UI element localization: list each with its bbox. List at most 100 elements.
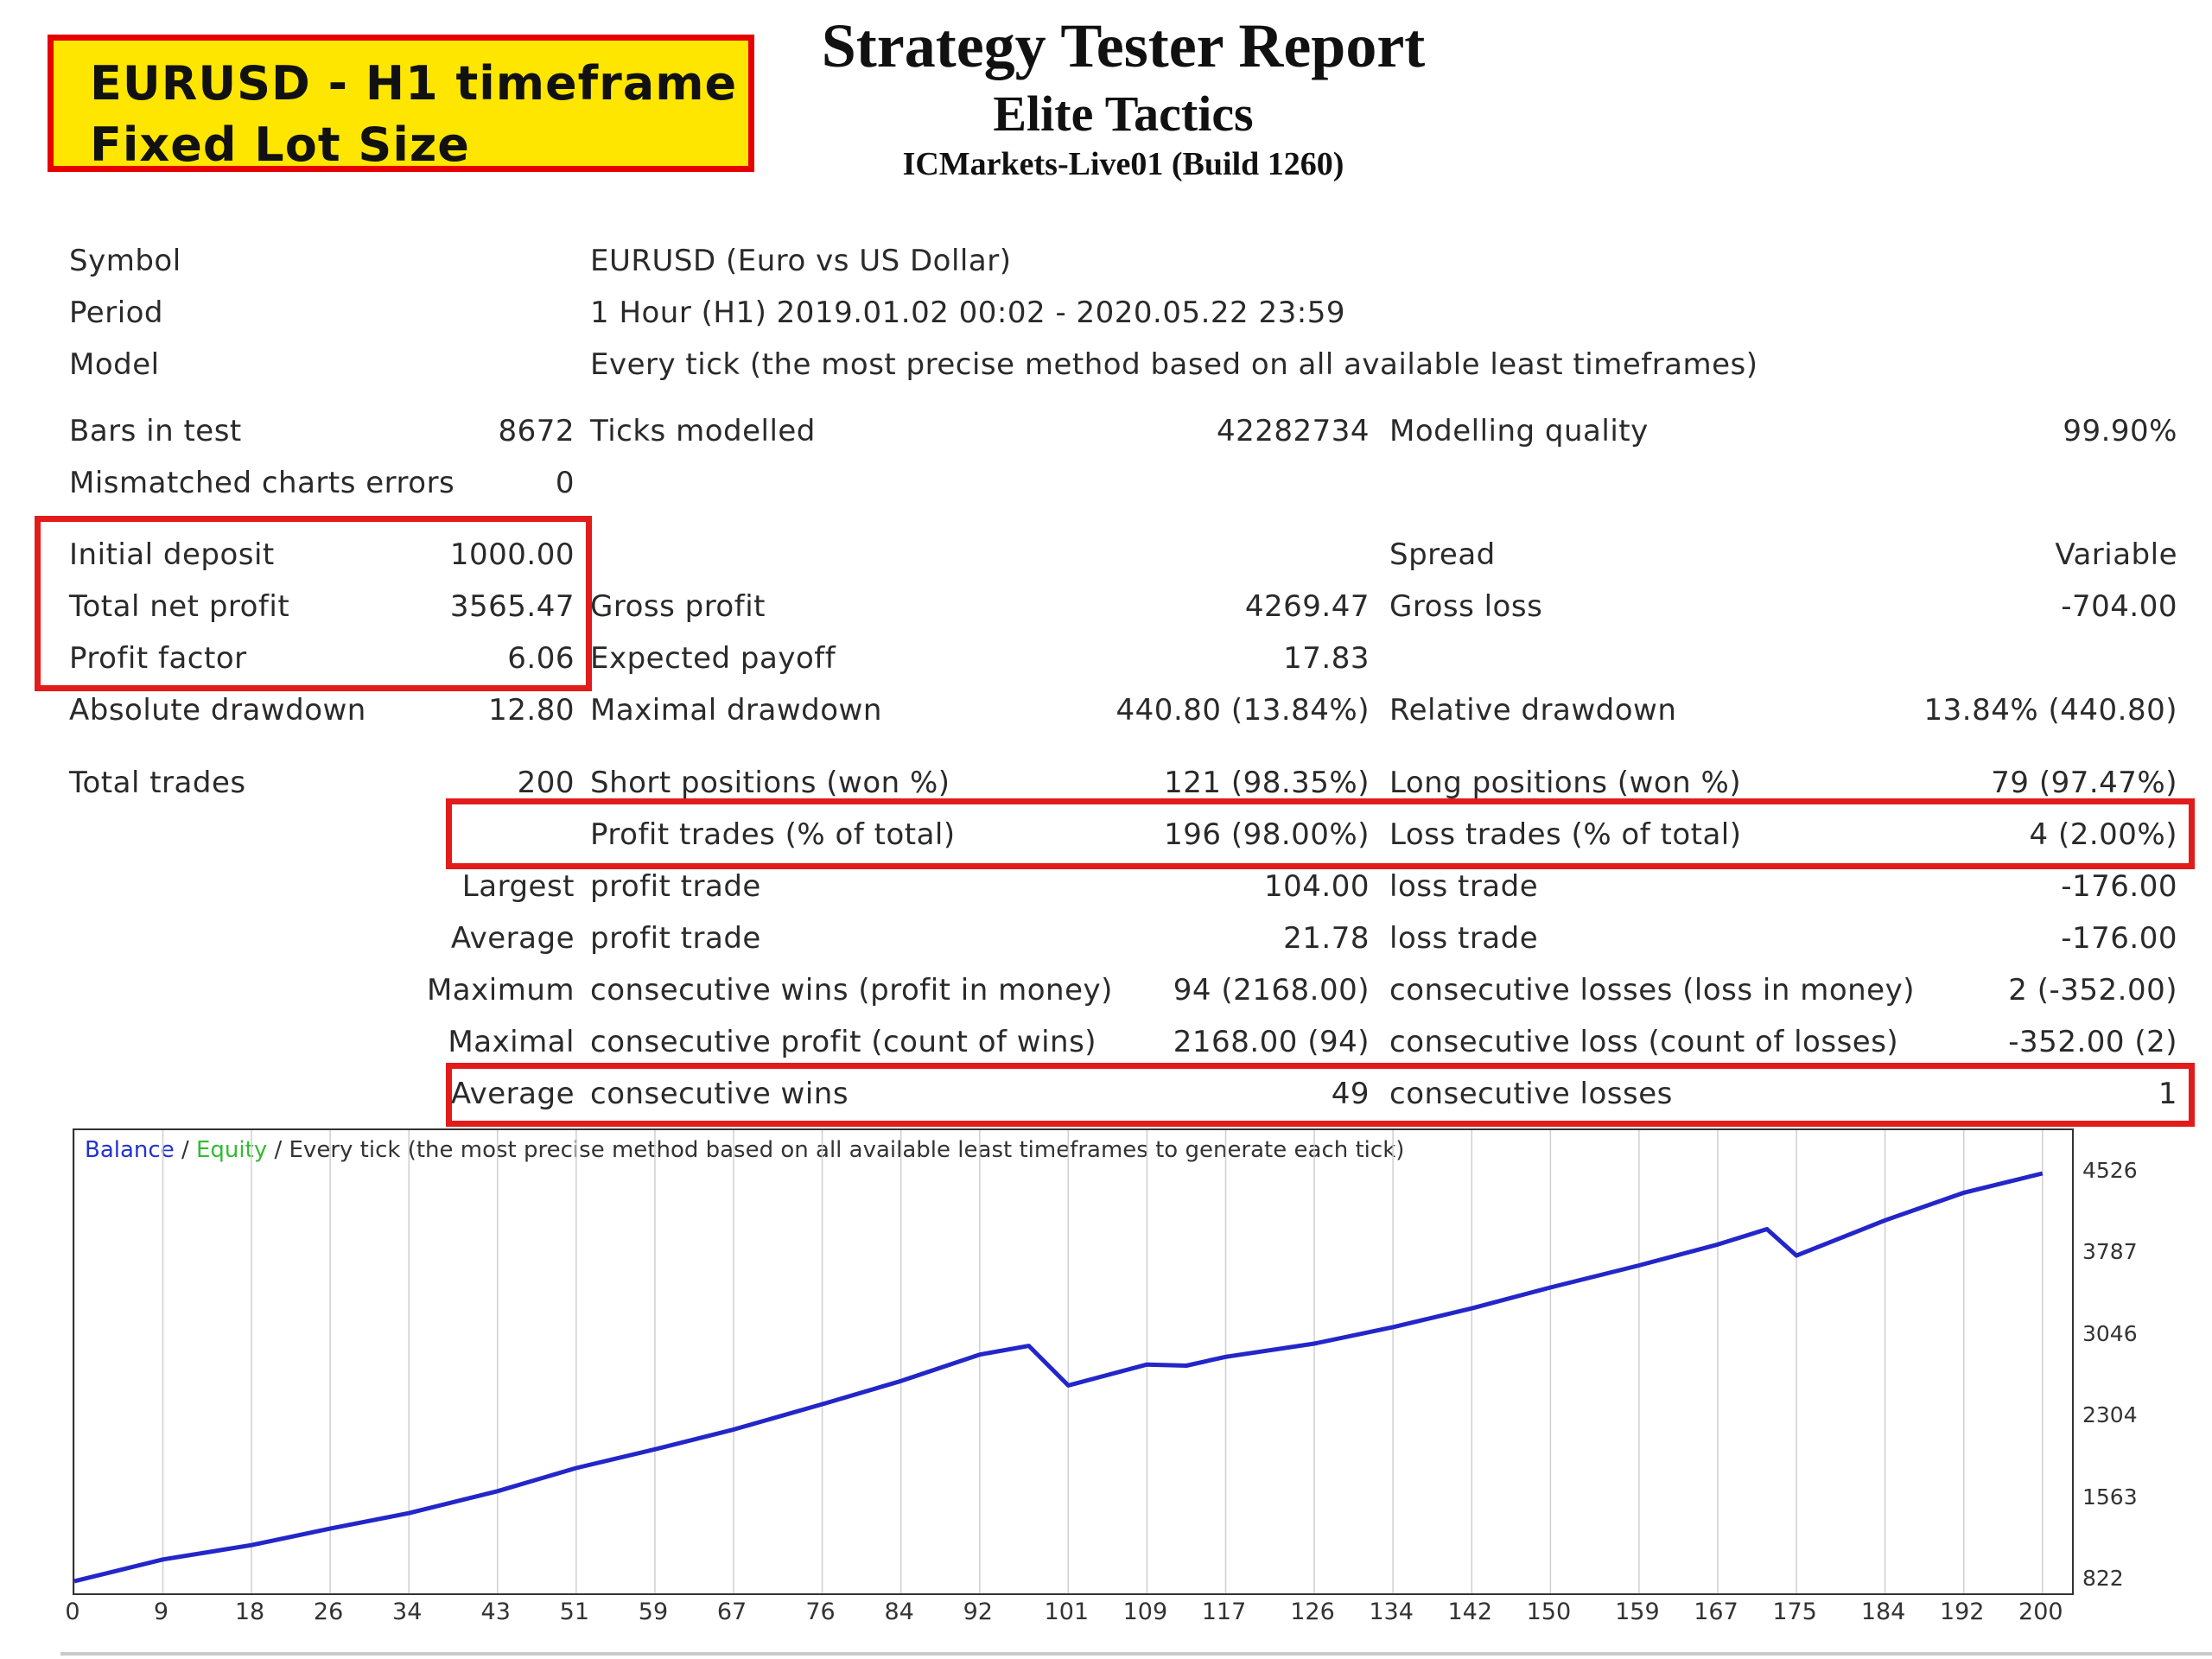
y-tick-label: 4526: [2082, 1158, 2138, 1183]
y-tick-label: 2304: [2082, 1402, 2138, 1428]
mismatched-label: Mismatched charts errors: [69, 466, 455, 500]
average-loss-label: loss trade: [1389, 921, 1539, 956]
maximal-cons-profit-value: 2168.00 (94): [1173, 1025, 1370, 1059]
expert-name: Elite Tactics: [993, 86, 1254, 142]
badge-line-2: Fixed Lot Size: [90, 118, 470, 172]
server-build: ICMarkets-Live01 (Build 1260): [902, 146, 1344, 182]
profit-factor-label: Profit factor: [69, 641, 247, 676]
legend-model-text: / Every tick (the most precise method ba…: [267, 1137, 1405, 1163]
highlight-box-avg-consecutive: [446, 1063, 2195, 1127]
model-label: Model: [69, 347, 160, 382]
short-positions-label: Short positions (won %): [590, 766, 950, 800]
x-tick-label: 67: [716, 1599, 747, 1625]
average-profit-value: 21.78: [1283, 921, 1370, 956]
profit-trades-value: 196 (98.00%): [1164, 817, 1370, 852]
average-loss-value: -176.00: [2061, 921, 2177, 956]
x-tick-label: 101: [1044, 1599, 1090, 1625]
chart-legend: Balance / Equity / Every tick (the most …: [85, 1137, 1404, 1163]
bars-value: 8672: [498, 414, 575, 448]
ticks-label: Ticks modelled: [590, 414, 816, 448]
x-tick-label: 51: [559, 1599, 590, 1625]
x-tick-label: 134: [1369, 1599, 1414, 1625]
x-tick-label: 126: [1290, 1599, 1335, 1625]
y-tick-label: 3046: [2082, 1320, 2138, 1346]
maximum-label: Maximum: [426, 973, 575, 1007]
deposit-value: 1000.00: [449, 537, 575, 572]
highlight-box-deposit: [35, 516, 592, 691]
mismatched-value: 0: [555, 466, 575, 500]
max-cons-wins-value: 94 (2168.00): [1173, 973, 1370, 1007]
spread-value: Variable: [2055, 537, 2177, 572]
x-tick-label: 159: [1615, 1599, 1660, 1625]
report-title: Strategy Tester Report: [821, 11, 1426, 80]
maximal-cons-loss-value: -352.00 (2): [2008, 1025, 2177, 1059]
loss-trades-value: 4 (2.00%): [2029, 817, 2177, 852]
y-tick-label: 3787: [2082, 1239, 2138, 1265]
symbol-value: EURUSD (Euro vs US Dollar): [590, 244, 1012, 278]
abs-dd-label: Absolute drawdown: [69, 693, 366, 728]
gross-profit-value: 4269.47: [1244, 589, 1370, 624]
largest-loss-value: -176.00: [2061, 869, 2177, 904]
spread-label: Spread: [1389, 537, 1496, 572]
total-trades-value: 200: [517, 766, 575, 800]
y-tick-label: 1563: [2082, 1484, 2138, 1510]
largest-profit-value: 104.00: [1264, 869, 1370, 904]
long-positions-label: Long positions (won %): [1389, 766, 1742, 800]
x-tick-label: 150: [1526, 1599, 1572, 1625]
balance-chart: Balance / Equity / Every tick (the most …: [73, 1128, 2074, 1595]
y-tick-label: 822: [2082, 1566, 2124, 1591]
max-cons-losses-value: 2 (-352.00): [2008, 973, 2177, 1007]
period-value: 1 Hour (H1) 2019.01.02 00:02 - 2020.05.2…: [590, 296, 1345, 330]
net-profit-value: 3565.47: [449, 589, 575, 624]
expected-payoff-value: 17.83: [1283, 641, 1370, 676]
maximal-label: Maximal: [448, 1025, 575, 1059]
symbol-label: Symbol: [69, 244, 181, 278]
legend-separator: /: [174, 1137, 196, 1163]
max-cons-losses-label: consecutive losses (loss in money): [1389, 973, 1915, 1007]
x-tick-label: 109: [1122, 1599, 1168, 1625]
long-positions-value: 79 (97.47%): [1991, 766, 2177, 800]
legend-equity: Equity: [196, 1137, 268, 1163]
x-tick-label: 34: [392, 1599, 423, 1625]
balance-series-line: [74, 1171, 2044, 1584]
avg-cons-losses-value: 1: [2158, 1077, 2177, 1111]
x-tick-label: 117: [1201, 1599, 1247, 1625]
period-label: Period: [69, 296, 164, 330]
x-tick-label: 43: [480, 1599, 511, 1625]
x-tick-label: 175: [1772, 1599, 1817, 1625]
x-tick-label: 200: [2018, 1599, 2063, 1625]
chart-plot-area: [74, 1130, 2044, 1593]
maximal-cons-loss-label: consecutive loss (count of losses): [1389, 1025, 1899, 1059]
largest-profit-label: profit trade: [590, 869, 761, 904]
timeframe-badge: EURUSD - H1 timeframe Fixed Lot Size: [48, 35, 754, 172]
x-tick-label: 184: [1860, 1599, 1906, 1625]
net-profit-label: Total net profit: [69, 589, 290, 624]
avg-cons-label: Average: [450, 1077, 575, 1111]
avg-cons-losses-label: consecutive losses: [1389, 1077, 1673, 1111]
quality-value: 99.90%: [2063, 414, 2177, 448]
x-tick-label: 142: [1447, 1599, 1493, 1625]
expected-payoff-label: Expected payoff: [590, 641, 836, 676]
gross-loss-value: -704.00: [2061, 589, 2177, 624]
x-tick-label: 167: [1694, 1599, 1738, 1625]
model-value: Every tick (the most precise method base…: [590, 347, 1758, 382]
average-profit-label: profit trade: [590, 921, 761, 956]
legend-balance: Balance: [85, 1137, 175, 1163]
gross-profit-label: Gross profit: [590, 589, 766, 624]
rel-dd-value: 13.84% (440.80): [1923, 693, 2177, 728]
rel-dd-label: Relative drawdown: [1389, 693, 1677, 728]
x-tick-label: 76: [805, 1599, 836, 1625]
ticks-value: 42282734: [1216, 414, 1370, 448]
page-divider: [60, 1652, 2212, 1656]
deposit-label: Initial deposit: [69, 537, 275, 572]
badge-line-1: EURUSD - H1 timeframe: [90, 56, 738, 111]
x-tick-label: 192: [1939, 1599, 1985, 1625]
max-cons-wins-label: consecutive wins (profit in money): [590, 973, 1113, 1007]
bars-label: Bars in test: [69, 414, 242, 448]
avg-cons-wins-value: 49: [1331, 1077, 1370, 1111]
average-label: Average: [450, 921, 575, 956]
x-tick-label: 92: [963, 1599, 993, 1625]
gross-loss-label: Gross loss: [1389, 589, 1543, 624]
x-tick-label: 9: [153, 1599, 169, 1625]
avg-cons-wins-label: consecutive wins: [590, 1077, 849, 1111]
